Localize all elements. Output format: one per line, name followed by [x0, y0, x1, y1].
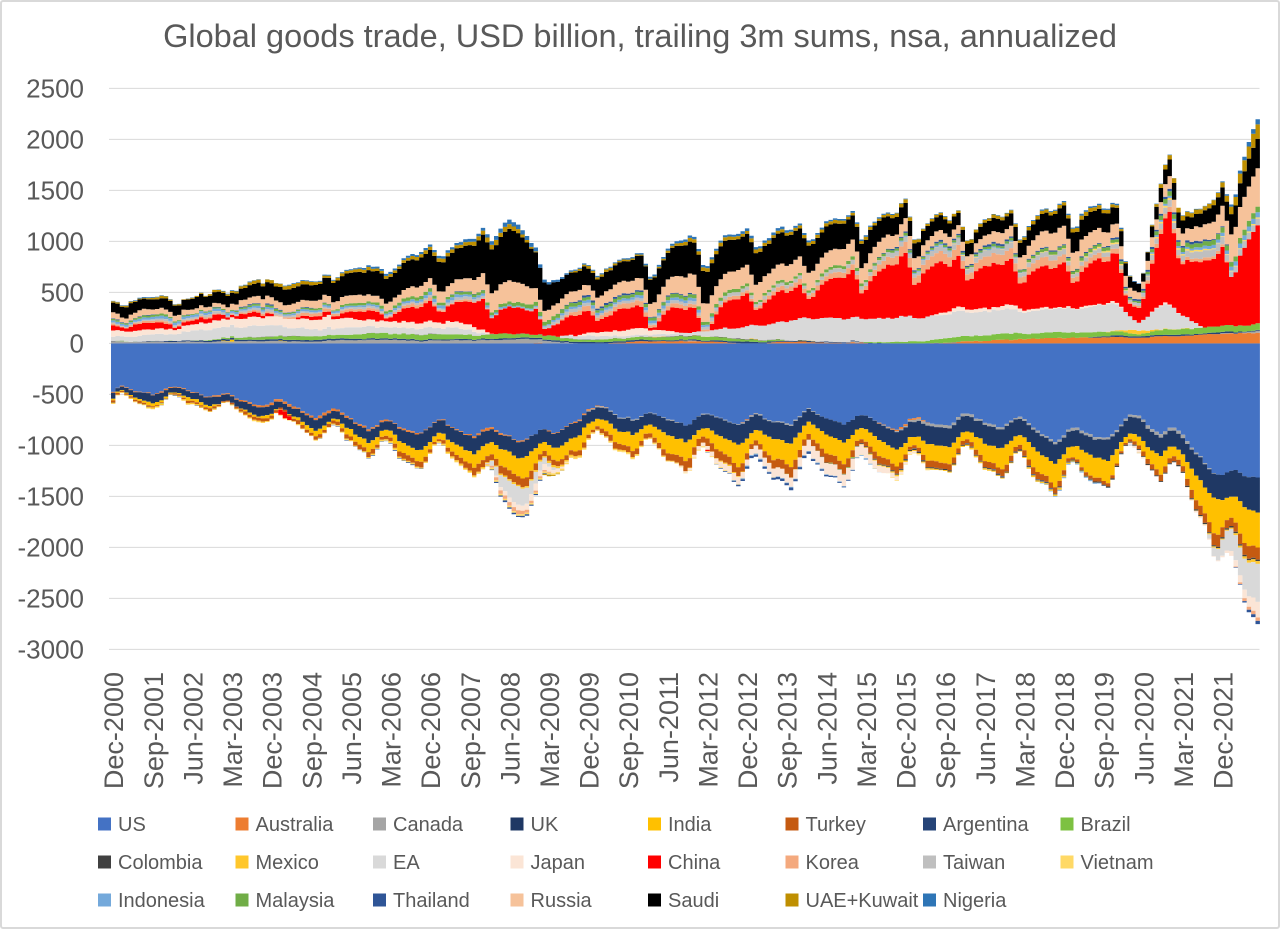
svg-text:Malaysia: Malaysia: [256, 890, 336, 912]
svg-text:Jun-2005: Jun-2005: [337, 672, 367, 785]
svg-text:2500: 2500: [26, 73, 84, 103]
svg-text:Argentina: Argentina: [943, 814, 1029, 836]
svg-text:1000: 1000: [26, 226, 84, 256]
svg-text:Canada: Canada: [393, 814, 464, 836]
svg-text:Australia: Australia: [256, 814, 335, 836]
svg-text:Sep-2001: Sep-2001: [139, 672, 169, 789]
svg-text:-1500: -1500: [18, 481, 85, 511]
svg-text:Sep-2013: Sep-2013: [773, 672, 803, 789]
svg-text:Dec-2000: Dec-2000: [99, 672, 129, 789]
svg-text:UK: UK: [531, 814, 559, 836]
svg-text:Jun-2017: Jun-2017: [971, 672, 1001, 785]
svg-text:Jun-2008: Jun-2008: [495, 672, 525, 785]
svg-text:Global goods trade, USD billio: Global goods trade, USD billion, trailin…: [163, 18, 1117, 54]
svg-text:-1000: -1000: [18, 430, 85, 460]
svg-text:Vietnam: Vietnam: [1081, 852, 1154, 874]
svg-text:Sep-2016: Sep-2016: [931, 672, 961, 789]
svg-text:Dec-2003: Dec-2003: [258, 672, 288, 789]
svg-text:Brazil: Brazil: [1081, 814, 1131, 836]
svg-text:0: 0: [70, 328, 84, 358]
svg-text:Sep-2019: Sep-2019: [1090, 672, 1120, 789]
svg-text:Sep-2004: Sep-2004: [297, 672, 327, 789]
svg-text:Mar-2003: Mar-2003: [218, 672, 248, 788]
svg-text:Sep-2007: Sep-2007: [456, 672, 486, 789]
svg-text:Mar-2012: Mar-2012: [694, 672, 724, 788]
svg-text:Korea: Korea: [806, 852, 860, 874]
svg-text:Colombia: Colombia: [118, 852, 203, 874]
svg-text:EA: EA: [393, 852, 420, 874]
svg-text:Nigeria: Nigeria: [943, 890, 1007, 912]
svg-text:Jun-2020: Jun-2020: [1129, 672, 1159, 785]
svg-text:Mexico: Mexico: [256, 852, 319, 874]
svg-text:Mar-2018: Mar-2018: [1010, 672, 1040, 788]
svg-text:Mar-2021: Mar-2021: [1169, 672, 1199, 788]
svg-text:Indonesia: Indonesia: [118, 890, 206, 912]
svg-text:Mar-2006: Mar-2006: [377, 672, 407, 788]
svg-text:Jun-2002: Jun-2002: [178, 672, 208, 785]
svg-text:Dec-2006: Dec-2006: [416, 672, 446, 789]
svg-text:Dec-2021: Dec-2021: [1209, 672, 1239, 789]
svg-text:Dec-2012: Dec-2012: [733, 672, 763, 789]
svg-text:UAE+Kuwait: UAE+Kuwait: [806, 890, 919, 912]
svg-text:-2500: -2500: [18, 583, 85, 613]
svg-text:Jun-2014: Jun-2014: [812, 672, 842, 785]
svg-text:Jun-2011: Jun-2011: [654, 672, 684, 783]
svg-text:Turkey: Turkey: [806, 814, 866, 836]
svg-text:China: China: [668, 852, 721, 874]
svg-text:Dec-2009: Dec-2009: [575, 672, 605, 789]
svg-text:Thailand: Thailand: [393, 890, 470, 912]
svg-text:Saudi: Saudi: [668, 890, 719, 912]
svg-text:Sep-2010: Sep-2010: [614, 672, 644, 789]
svg-text:US: US: [118, 814, 146, 836]
svg-text:Dec-2018: Dec-2018: [1050, 672, 1080, 789]
svg-text:Mar-2009: Mar-2009: [535, 672, 565, 788]
svg-text:2000: 2000: [26, 124, 84, 154]
svg-text:Taiwan: Taiwan: [943, 852, 1005, 874]
svg-text:-500: -500: [32, 379, 84, 409]
svg-text:500: 500: [41, 277, 84, 307]
svg-text:Russia: Russia: [531, 890, 593, 912]
svg-text:-2000: -2000: [18, 532, 85, 562]
svg-text:India: India: [668, 814, 712, 836]
svg-text:Mar-2015: Mar-2015: [852, 672, 882, 788]
svg-text:Dec-2015: Dec-2015: [892, 672, 922, 789]
svg-text:Japan: Japan: [531, 852, 586, 874]
svg-text:-3000: -3000: [18, 634, 85, 664]
svg-text:1500: 1500: [26, 175, 84, 205]
